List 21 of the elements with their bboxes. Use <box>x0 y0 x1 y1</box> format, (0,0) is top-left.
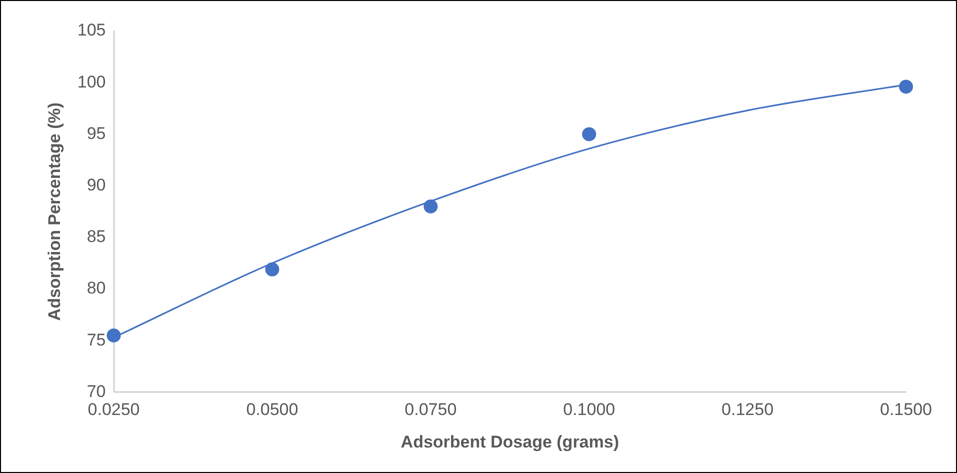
x-axis-title: Adsorbent Dosage (grams) <box>400 432 619 452</box>
y-tick-label: 80 <box>86 278 106 298</box>
y-tick-label: 100 <box>77 72 106 92</box>
y-tick-label: 75 <box>86 330 106 350</box>
x-tick-label: 0.0750 <box>404 400 457 420</box>
x-tick-label: 0.1500 <box>880 400 932 420</box>
y-tick-label: 90 <box>86 175 106 194</box>
y-axis-title: Adsorption Percentage (%) <box>44 102 64 321</box>
point <box>106 328 121 342</box>
x-tick-label: 0.1250 <box>722 400 774 420</box>
point <box>582 127 596 142</box>
y-tick-label: 85 <box>86 227 106 246</box>
x-tick-label: 0.0250 <box>88 400 140 420</box>
y-tick-label: 105 <box>77 20 106 40</box>
point <box>265 262 280 276</box>
x-tick-label: 0.1000 <box>563 400 616 420</box>
point <box>899 80 913 94</box>
x-tick-label: 0.0500 <box>246 400 298 420</box>
y-tick-label: 70 <box>86 382 106 401</box>
y-tick-label: 95 <box>86 124 106 143</box>
point <box>424 199 438 214</box>
